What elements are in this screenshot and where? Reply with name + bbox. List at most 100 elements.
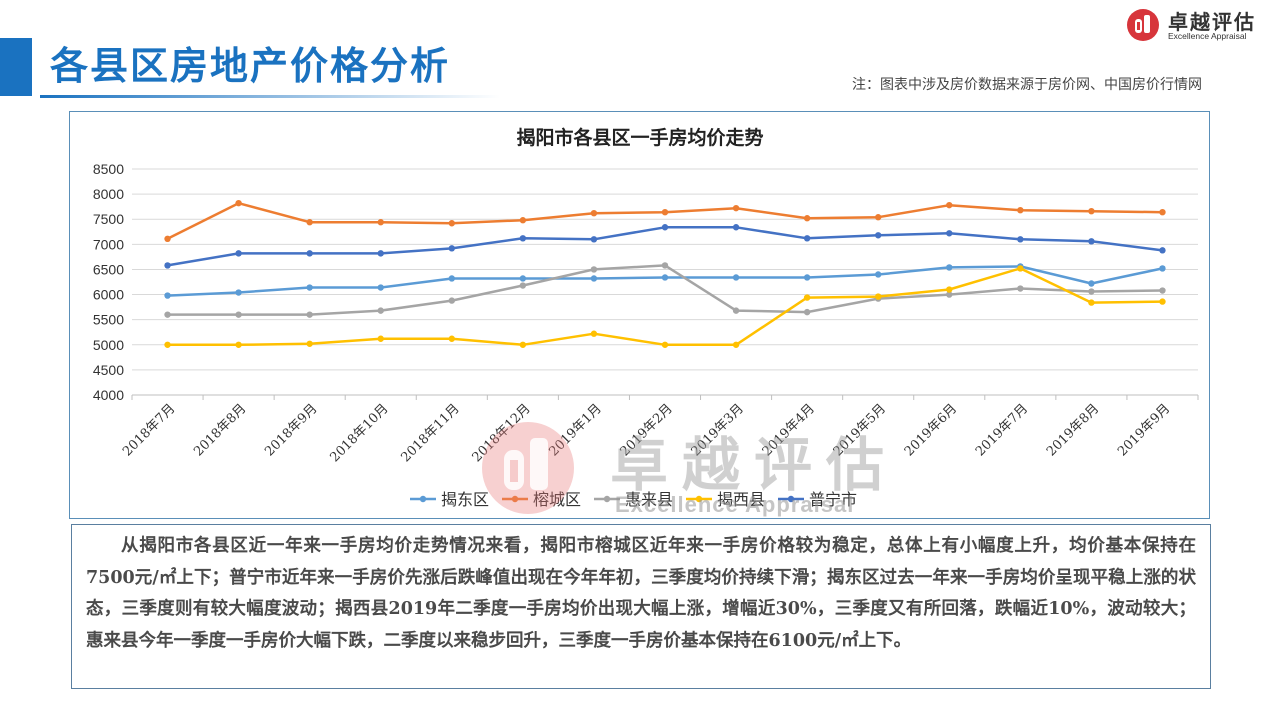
data-point — [235, 199, 242, 207]
data-point — [377, 219, 384, 226]
x-tick-label: 2019年8月 — [1044, 401, 1102, 459]
data-point — [164, 235, 171, 243]
x-tick-label: 2019年6月 — [902, 401, 960, 459]
data-point — [661, 274, 669, 281]
data-point — [377, 284, 384, 291]
x-tick-label: 2019年4月 — [760, 401, 818, 459]
series-line — [167, 264, 1163, 316]
data-point — [519, 235, 527, 242]
data-point — [377, 335, 384, 342]
y-tick-label: 7500 — [93, 211, 124, 227]
series-line — [166, 201, 1163, 240]
data-point — [306, 311, 313, 318]
data-point — [732, 274, 740, 281]
data-point — [1159, 265, 1166, 272]
y-tick-label: 8500 — [93, 161, 124, 177]
y-tick-label: 5500 — [93, 312, 124, 328]
legend-label: 榕城区 — [533, 490, 581, 509]
data-point — [803, 274, 811, 281]
data-point — [590, 330, 598, 337]
legend-marker — [695, 495, 703, 503]
data-point — [661, 224, 669, 231]
legend-label: 揭西县 — [717, 490, 765, 509]
legend-item: 普宁市 — [778, 490, 857, 509]
data-point — [803, 294, 811, 301]
title-accent-bar — [0, 38, 32, 96]
data-point — [306, 340, 313, 347]
data-point — [661, 208, 669, 216]
legend-marker — [787, 495, 795, 503]
legend-label: 揭东区 — [441, 490, 489, 509]
data-point — [1017, 236, 1024, 243]
data-point — [519, 341, 527, 348]
y-tick-label: 5000 — [93, 337, 124, 353]
x-tick-label: 2018年10月 — [327, 401, 391, 465]
analysis-paragraph: 从揭阳市各县区近一年来一手房均价走势情况来看，揭阳市榕城区近年来一手房价格较为稳… — [86, 536, 1196, 651]
data-point — [1088, 238, 1095, 245]
data-point — [590, 209, 598, 217]
data-point — [235, 289, 242, 296]
data-point — [732, 224, 740, 231]
x-tick-label: 2018年9月 — [262, 401, 320, 459]
data-point — [1088, 299, 1095, 306]
data-point — [235, 341, 242, 348]
x-tick-label: 2018年12月 — [470, 401, 534, 465]
data-point — [164, 292, 171, 299]
title-underline — [40, 95, 500, 98]
x-tick-label: 2018年11月 — [399, 401, 463, 465]
analysis-box: 从揭阳市各县区近一年来一手房均价走势情况来看，揭阳市榕城区近年来一手房价格较为稳… — [71, 524, 1211, 689]
y-tick-label: 4500 — [93, 362, 124, 378]
data-point — [519, 217, 527, 224]
data-point — [946, 291, 953, 298]
data-point — [1017, 265, 1024, 272]
legend-item: 揭西县 — [686, 490, 765, 509]
data-point — [1017, 285, 1024, 292]
y-tick-label: 4000 — [93, 387, 124, 403]
data-point — [377, 307, 384, 314]
source-note: 注：图表中涉及房价数据来源于房价网、中国房价行情网 — [852, 77, 1202, 93]
data-point — [661, 262, 669, 269]
legend-marker — [603, 495, 611, 503]
data-point — [519, 275, 527, 282]
x-tick-label: 2019年2月 — [618, 401, 676, 459]
legend-label: 普宁市 — [809, 490, 857, 509]
y-tick-label: 6000 — [93, 287, 124, 303]
data-point — [875, 214, 882, 221]
data-point — [1159, 247, 1166, 254]
data-point — [306, 284, 313, 291]
data-point — [448, 220, 455, 227]
x-tick-label: 2019年7月 — [973, 401, 1031, 459]
chart-frame: 揭阳市各县区一手房均价走势 8500 8000 7500 7000 6500 6000 55… — [69, 111, 1210, 519]
logo-name-en: Excellence Appraisal — [1168, 31, 1247, 41]
data-point — [448, 297, 455, 304]
legend-item: 揭东区 — [410, 490, 489, 509]
data-point — [235, 250, 242, 257]
data-point — [235, 311, 242, 318]
appraisal-logo-icon — [1127, 9, 1159, 41]
data-point — [1159, 287, 1166, 294]
data-point — [1088, 207, 1095, 215]
page-title: 各县区房地产价格分析 — [50, 44, 451, 88]
data-point — [661, 341, 669, 348]
data-point — [448, 335, 455, 342]
x-tick-label: 2018年7月 — [120, 401, 178, 459]
data-point — [377, 250, 384, 257]
data-point — [803, 308, 811, 316]
series-line — [167, 226, 1163, 267]
data-point — [946, 201, 953, 209]
y-tick-label: 6500 — [93, 261, 124, 277]
data-point — [1159, 208, 1166, 216]
line-chart: 揭阳市各县区一手房均价走势 8500 8000 7500 7000 6500 6000 55… — [93, 126, 1199, 509]
y-tick-label: 7000 — [93, 236, 124, 252]
data-point — [164, 311, 171, 318]
data-point — [875, 293, 882, 300]
data-point — [164, 262, 171, 269]
x-tick-label: 2019年1月 — [547, 401, 605, 459]
data-point — [946, 286, 953, 293]
data-point — [590, 275, 598, 282]
y-tick-label: 8000 — [93, 186, 124, 202]
data-point — [164, 341, 171, 348]
x-tick-label: 2018年8月 — [191, 401, 249, 459]
chart-title: 揭阳市各县区一手房均价走势 — [516, 126, 763, 149]
legend-marker — [511, 495, 519, 503]
